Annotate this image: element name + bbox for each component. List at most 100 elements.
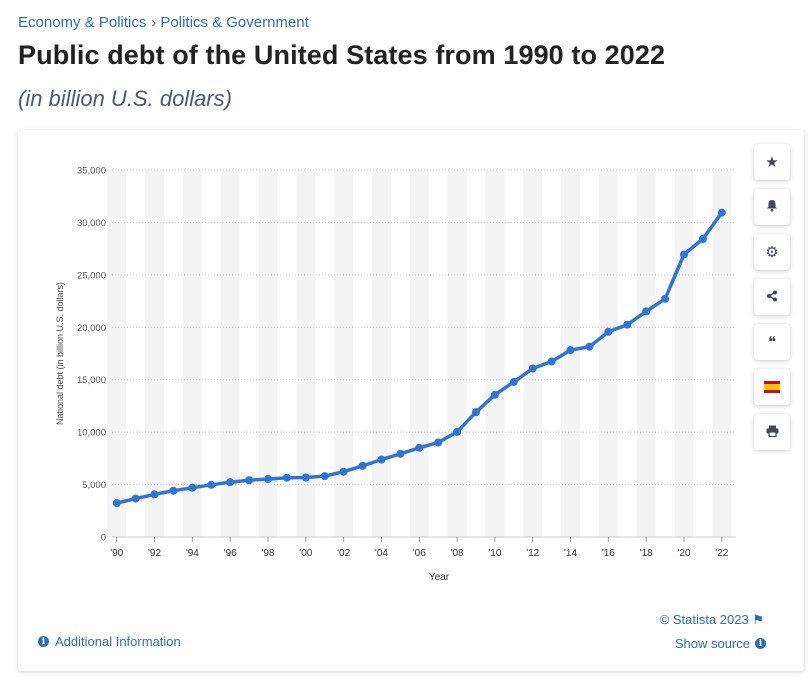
x-band [145, 170, 164, 537]
notification-button[interactable] [754, 189, 790, 225]
data-point [528, 364, 537, 373]
x-tick-label: '90 [110, 548, 123, 559]
x-band [409, 170, 429, 537]
y-tick-label: 10,000 [77, 428, 106, 439]
data-point [509, 377, 518, 386]
data-point [150, 490, 159, 499]
x-tick-label: '92 [148, 548, 161, 559]
cite-button[interactable]: ❝ [754, 324, 790, 360]
data-point [434, 438, 443, 447]
data-point [131, 494, 140, 503]
breadcrumb-separator: › [151, 14, 157, 31]
data-point [207, 480, 216, 489]
x-band [712, 170, 732, 537]
x-tick-label: '10 [488, 548, 501, 559]
star-icon: ★ [765, 154, 779, 171]
x-band [296, 170, 316, 537]
x-tick-label: '20 [677, 548, 690, 559]
quote-icon: ❝ [767, 334, 777, 351]
data-point [623, 320, 632, 329]
breadcrumb-item-economy-politics[interactable]: Economy & Politics [18, 14, 147, 31]
bell-icon [766, 199, 778, 216]
y-axis-label: National debt (in billion U.S. dollars) [55, 282, 65, 425]
x-band [598, 170, 618, 537]
page-title: Public debt of the United States from 19… [18, 40, 666, 70]
data-point [680, 250, 688, 259]
x-tick-label: '16 [602, 548, 615, 559]
additional-information-text: Additional Information [55, 634, 181, 649]
y-tick-label: 25,000 [77, 270, 106, 281]
data-point [320, 472, 329, 481]
chart-card: 0 5,000 10,000 15,000 20,000 25,000 30,000 35,0… [18, 130, 804, 671]
x-tick-label: '08 [451, 548, 464, 559]
y-tick-label: 15,000 [77, 375, 106, 386]
x-tick-label: '04 [375, 548, 388, 559]
data-point [245, 476, 254, 485]
x-band [372, 170, 391, 537]
x-tick-label: '96 [224, 548, 237, 559]
x-tick-label: '98 [261, 548, 274, 559]
settings-button[interactable]: ⚙ [754, 234, 790, 270]
data-point [566, 346, 575, 355]
x-band [485, 170, 505, 537]
gear-icon: ⚙ [765, 244, 779, 261]
data-point [377, 455, 386, 464]
data-point [396, 449, 405, 458]
x-band [447, 170, 467, 537]
data-point [604, 327, 613, 336]
data-point [169, 486, 178, 495]
x-band [258, 170, 278, 537]
x-axis-label: Year [429, 572, 450, 583]
breadcrumb: Economy & Politics › Politics & Government [18, 14, 309, 31]
share-button[interactable] [754, 279, 790, 315]
x-band [107, 170, 127, 537]
x-tick-label: '02 [337, 548, 350, 559]
x-tick-label: '94 [186, 548, 199, 559]
y-tick-label: 35,000 [77, 166, 106, 177]
data-point [415, 443, 424, 452]
data-point [661, 294, 670, 303]
x-band [182, 170, 202, 537]
x-tick-label: '12 [526, 548, 539, 559]
flag-icon: ⚑ [752, 612, 764, 627]
data-point [264, 475, 272, 484]
data-point [698, 234, 707, 243]
info-icon: i [755, 638, 766, 649]
line-chart: 0 5,000 10,000 15,000 20,000 25,000 30,000 35,0… [55, 166, 736, 583]
data-point [453, 427, 462, 436]
data-point [339, 467, 348, 476]
x-band [674, 170, 694, 537]
breadcrumb-item-politics-government[interactable]: Politics & Government [160, 14, 309, 31]
data-point [472, 408, 480, 417]
print-button[interactable] [754, 414, 790, 450]
x-tick-label: '06 [413, 548, 426, 559]
data-point [642, 307, 651, 316]
show-source-text: Show source [674, 636, 750, 651]
data-point [490, 390, 499, 399]
flag-es-icon [764, 381, 780, 393]
print-icon [766, 424, 779, 441]
y-tick-label: 0 [101, 533, 106, 544]
x-tick-label: '22 [715, 548, 728, 559]
x-band [636, 170, 656, 537]
data-point [112, 499, 121, 508]
data-point [188, 483, 197, 492]
info-icon: i [38, 636, 49, 647]
x-tick-label: '14 [564, 548, 577, 559]
chart-toolbar: ★ ⚙ ❝ [754, 144, 792, 459]
data-point [585, 342, 594, 351]
x-band [334, 170, 354, 537]
data-point [226, 478, 235, 487]
data-point [717, 208, 726, 217]
favorite-button[interactable]: ★ [754, 144, 790, 180]
data-point [282, 473, 291, 482]
x-tick-label: '00 [299, 548, 312, 559]
data-point [547, 357, 556, 366]
page-subtitle: (in billion U.S. dollars) [18, 86, 232, 111]
data-point [358, 461, 367, 470]
show-source-link[interactable]: Show source i [675, 636, 766, 651]
statista-credit[interactable]: © Statista 2023 ⚑ [660, 612, 764, 628]
language-button[interactable] [754, 369, 790, 405]
additional-information-link[interactable]: i Additional Information [38, 634, 181, 649]
y-tick-label: 5,000 [82, 480, 106, 491]
